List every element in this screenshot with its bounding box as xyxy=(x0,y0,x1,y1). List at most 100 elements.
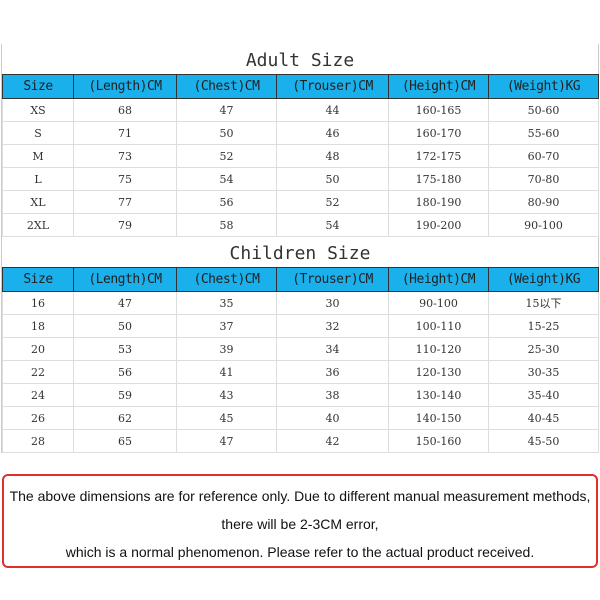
table-cell: 34 xyxy=(276,337,389,361)
table-cell: 50 xyxy=(73,314,177,338)
table-cell: 44 xyxy=(276,98,389,122)
table-cell: 41 xyxy=(176,360,277,384)
table-cell: 26 xyxy=(2,406,74,430)
adult-size-title: Adult Size xyxy=(245,50,355,71)
table-cell: 140-150 xyxy=(388,406,489,430)
table-cell: 56 xyxy=(73,360,177,384)
table-row: 2XL 79 58 54 190-200 90-100 xyxy=(2,213,599,237)
table-cell: 39 xyxy=(176,337,277,361)
table-cell: 28 xyxy=(2,429,74,453)
note-line: The above dimensions are for reference o… xyxy=(9,488,591,504)
table-cell: 18 xyxy=(2,314,74,338)
table-row: S 71 50 46 160-170 55-60 xyxy=(2,121,599,145)
table-cell: 58 xyxy=(176,213,277,237)
table-row: 26 62 45 40 140-150 40-45 xyxy=(2,406,599,430)
table-cell: 150-160 xyxy=(388,429,489,453)
table-cell: 40 xyxy=(276,406,389,430)
table-cell: 55-60 xyxy=(488,121,599,145)
table-row: M 73 52 48 172-175 60-70 xyxy=(2,144,599,168)
note-line: there will be 2-3CM error, xyxy=(221,516,379,532)
table-cell: 65 xyxy=(73,429,177,453)
children-size-title: Children Size xyxy=(229,243,371,264)
table-cell: 75 xyxy=(73,167,177,191)
table-cell: 172-175 xyxy=(388,144,489,168)
column-header: (Chest)CM xyxy=(176,267,277,292)
table-cell: 20 xyxy=(2,337,74,361)
column-header: (Height)CM xyxy=(388,267,489,292)
table-cell: 160-165 xyxy=(388,98,489,122)
table-cell: 70-80 xyxy=(488,167,599,191)
table-cell: 48 xyxy=(276,144,389,168)
table-cell: 110-120 xyxy=(388,337,489,361)
table-row: 16 47 35 30 90-100 15以下 xyxy=(2,291,599,315)
table-cell: 77 xyxy=(73,190,177,214)
column-header: (Length)CM xyxy=(73,74,177,99)
table-cell: XS xyxy=(2,98,74,122)
table-cell: 54 xyxy=(276,213,389,237)
table-cell: 42 xyxy=(276,429,389,453)
table-cell: 16 xyxy=(2,291,74,315)
header-row: Size (Length)CM (Chest)CM (Trouser)CM (Heigh… xyxy=(2,267,599,292)
table-cell: 2XL xyxy=(2,213,74,237)
table-cell: 40-45 xyxy=(488,406,599,430)
table-cell: 52 xyxy=(276,190,389,214)
table-row: 22 56 41 36 120-130 30-35 xyxy=(2,360,599,384)
table-cell: 15以下 xyxy=(488,291,599,315)
table-cell: 25-30 xyxy=(488,337,599,361)
column-header: (Weight)KG xyxy=(488,74,599,99)
children-size-table: Size (Length)CM (Chest)CM (Trouser)CM (Heigh… xyxy=(2,267,599,453)
table-cell: 37 xyxy=(176,314,277,338)
table-row: L 75 54 50 175-180 70-80 xyxy=(2,167,599,191)
table-row: 24 59 43 38 130-140 35-40 xyxy=(2,383,599,407)
table-cell: 90-100 xyxy=(488,213,599,237)
table-row: XS 68 47 44 160-165 50-60 xyxy=(2,98,599,122)
table-cell: 30-35 xyxy=(488,360,599,384)
table-row: 28 65 47 42 150-160 45-50 xyxy=(2,429,599,453)
measurement-note: The above dimensions are for reference o… xyxy=(2,474,598,568)
table-cell: 36 xyxy=(276,360,389,384)
column-header: (Trouser)CM xyxy=(276,267,389,292)
table-cell: 22 xyxy=(2,360,74,384)
table-cell: 160-170 xyxy=(388,121,489,145)
table-cell: 45 xyxy=(176,406,277,430)
table-cell: 54 xyxy=(176,167,277,191)
table-cell: 73 xyxy=(73,144,177,168)
table-cell: 15-25 xyxy=(488,314,599,338)
table-cell: 45-50 xyxy=(488,429,599,453)
table-cell: 56 xyxy=(176,190,277,214)
size-chart: Adult Size Size (Length)CM (Chest)CM (Trous… xyxy=(1,44,599,453)
table-cell: 35 xyxy=(176,291,277,315)
header-row: Size (Length)CM (Chest)CM (Trouser)CM (Heigh… xyxy=(2,74,599,99)
table-cell: 180-190 xyxy=(388,190,489,214)
table-cell: 24 xyxy=(2,383,74,407)
column-header: (Length)CM xyxy=(73,267,177,292)
table-cell: 43 xyxy=(176,383,277,407)
table-cell: 80-90 xyxy=(488,190,599,214)
table-cell: XL xyxy=(2,190,74,214)
table-cell: 90-100 xyxy=(388,291,489,315)
adult-size-table: Size (Length)CM (Chest)CM (Trouser)CM (Heigh… xyxy=(2,74,599,237)
note-line: which is a normal phenomenon. Please ref… xyxy=(65,544,535,560)
table-cell: 71 xyxy=(73,121,177,145)
table-cell: 120-130 xyxy=(388,360,489,384)
table-cell: 50 xyxy=(276,167,389,191)
table-cell: 59 xyxy=(73,383,177,407)
table-cell: 38 xyxy=(276,383,389,407)
table-cell: 130-140 xyxy=(388,383,489,407)
table-cell: 50-60 xyxy=(488,98,599,122)
table-cell: 68 xyxy=(73,98,177,122)
table-cell: M xyxy=(2,144,74,168)
column-header: (Trouser)CM xyxy=(276,74,389,99)
table-row: 20 53 39 34 110-120 25-30 xyxy=(2,337,599,361)
table-cell: 79 xyxy=(73,213,177,237)
table-cell: 30 xyxy=(276,291,389,315)
table-cell: 60-70 xyxy=(488,144,599,168)
column-header: (Weight)KG xyxy=(488,267,599,292)
table-cell: 46 xyxy=(276,121,389,145)
table-cell: 190-200 xyxy=(388,213,489,237)
table-row: XL 77 56 52 180-190 80-90 xyxy=(2,190,599,214)
column-header: (Height)CM xyxy=(388,74,489,99)
table-cell: 175-180 xyxy=(388,167,489,191)
table-cell: 47 xyxy=(176,98,277,122)
table-cell: 52 xyxy=(176,144,277,168)
